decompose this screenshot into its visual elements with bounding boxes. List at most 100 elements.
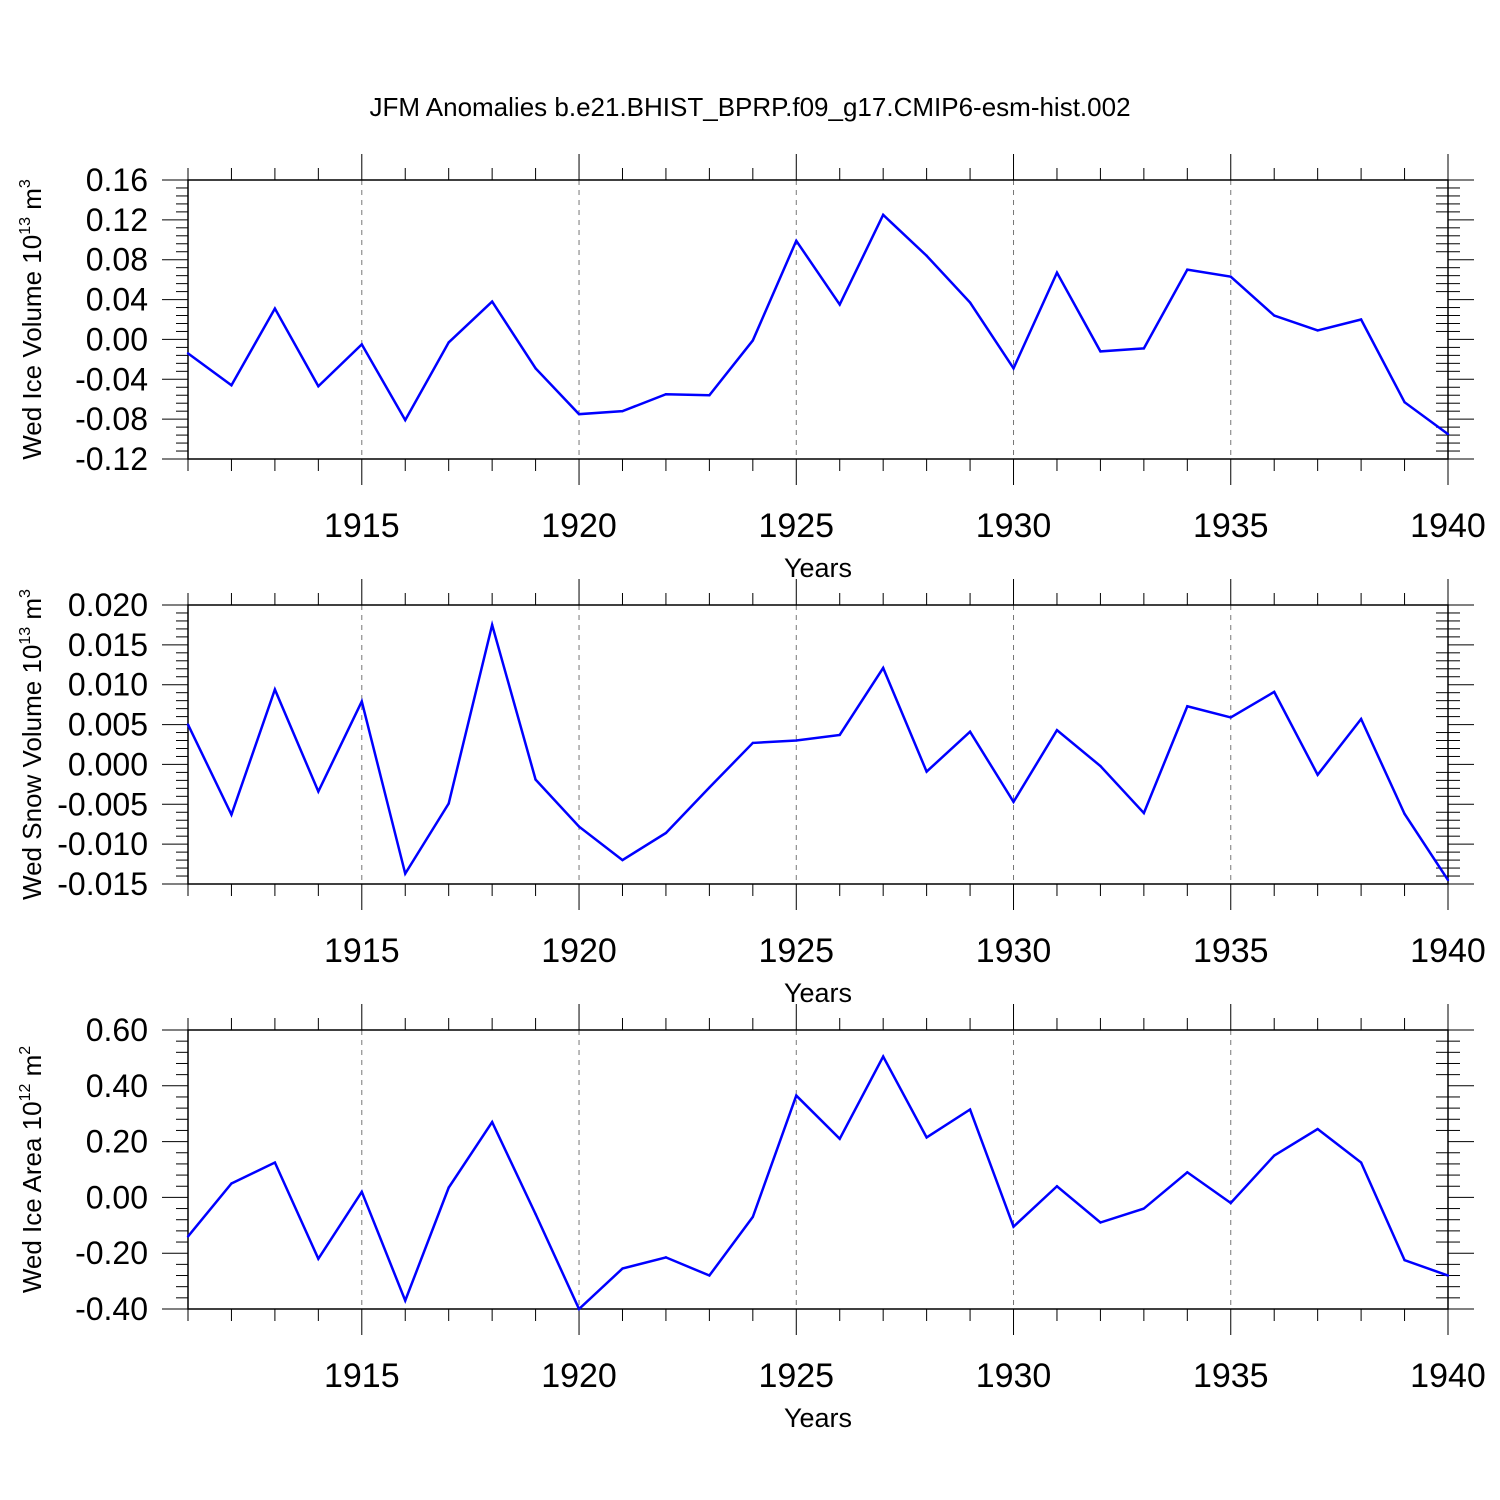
data-point bbox=[273, 1161, 277, 1164]
data-point bbox=[968, 1108, 972, 1111]
data-point bbox=[795, 739, 798, 742]
data-point bbox=[838, 303, 841, 306]
data-point bbox=[404, 872, 407, 875]
data-point bbox=[1142, 1207, 1146, 1210]
data-point bbox=[1403, 1258, 1406, 1262]
chart-panel-3: -0.40 -0.20 0.00 0.20 0.40 0.60 1915 1920 1925 19… bbox=[17, 1004, 1486, 1433]
data-point bbox=[1186, 1171, 1189, 1174]
data-point bbox=[534, 367, 537, 370]
data-point bbox=[1316, 329, 1319, 332]
data-point bbox=[186, 723, 190, 726]
x-tick-label: 1915 bbox=[324, 507, 400, 545]
data-point bbox=[1142, 811, 1146, 815]
data-point bbox=[881, 666, 885, 670]
data-point bbox=[621, 1267, 624, 1270]
data-point bbox=[404, 1299, 407, 1302]
data-point bbox=[1099, 764, 1102, 768]
chart-panel-1: -0.12 -0.08 -0.04 0.000.04 0.08 0.12 0.16 1915 1… bbox=[17, 154, 1486, 583]
series-line bbox=[186, 619, 1450, 881]
y-tick-label: 0.00 bbox=[86, 321, 148, 357]
data-point bbox=[360, 1190, 363, 1194]
data-point bbox=[1359, 717, 1363, 721]
data-point bbox=[1403, 401, 1406, 404]
y-tick-label: 0.00 bbox=[86, 1179, 148, 1215]
data-point bbox=[447, 802, 450, 805]
data-point bbox=[1446, 1274, 1450, 1277]
data-point bbox=[664, 1256, 668, 1259]
y-tick-label: 0.010 bbox=[68, 667, 148, 703]
x-tick-label: 1925 bbox=[758, 1357, 834, 1395]
data-point bbox=[621, 858, 624, 862]
x-tick-label: 1920 bbox=[541, 507, 617, 545]
data-point bbox=[1316, 773, 1319, 776]
data-point bbox=[1229, 716, 1232, 719]
data-point bbox=[577, 1307, 581, 1311]
y-tick-label: -0.20 bbox=[75, 1235, 148, 1271]
x-axis-label: Years bbox=[784, 978, 852, 1008]
y-tick-label: -0.015 bbox=[57, 866, 148, 902]
data-point bbox=[968, 301, 972, 304]
data-point bbox=[1316, 1127, 1319, 1131]
data-point bbox=[490, 300, 494, 303]
data-point bbox=[360, 343, 363, 346]
data-point bbox=[273, 688, 277, 691]
data-point bbox=[1403, 812, 1406, 816]
data-point bbox=[838, 1137, 841, 1141]
data-point bbox=[186, 352, 190, 355]
x-tick-label: 1920 bbox=[541, 1357, 617, 1395]
y-tick-label: 0.000 bbox=[68, 746, 148, 782]
data-point bbox=[751, 741, 755, 745]
y-tick-label: 0.020 bbox=[68, 587, 148, 623]
data-point bbox=[1229, 275, 1232, 278]
y-tick-label: 0.005 bbox=[68, 707, 148, 743]
data-point bbox=[1012, 1225, 1015, 1228]
y-tick-label: -0.010 bbox=[57, 826, 148, 862]
data-point bbox=[881, 213, 885, 217]
data-point bbox=[708, 1274, 711, 1277]
data-point bbox=[577, 412, 581, 416]
data-point bbox=[968, 730, 972, 733]
y-tick-label: 0.16 bbox=[86, 162, 148, 198]
x-tick-label: 1930 bbox=[976, 932, 1052, 970]
data-point bbox=[1055, 728, 1059, 732]
data-point bbox=[1186, 268, 1189, 271]
data-point bbox=[490, 623, 494, 627]
data-point bbox=[838, 733, 841, 737]
x-tick-label: 1915 bbox=[324, 1357, 400, 1395]
data-point bbox=[447, 341, 450, 344]
y-tick-label: -0.12 bbox=[75, 441, 148, 477]
data-point bbox=[795, 239, 798, 242]
y-tick-label: 0.20 bbox=[86, 1124, 148, 1160]
x-tick-label: 1940 bbox=[1410, 932, 1486, 970]
x-tick-label: 1935 bbox=[1193, 507, 1269, 545]
data-point bbox=[534, 1212, 537, 1216]
x-tick-label: 1940 bbox=[1410, 1357, 1486, 1395]
y-tick-label: 0.015 bbox=[68, 627, 148, 663]
x-tick-label: 1920 bbox=[541, 932, 617, 970]
x-tick-label: 1940 bbox=[1410, 507, 1486, 545]
data-point bbox=[534, 778, 537, 781]
data-point bbox=[708, 786, 711, 789]
y-axis-label: Wed Ice Volume 1013 m3 bbox=[17, 179, 47, 460]
x-tick-label: 1925 bbox=[758, 932, 834, 970]
y-tick-label: 0.08 bbox=[86, 242, 148, 278]
data-point bbox=[317, 1257, 320, 1260]
y-tick-label: 0.60 bbox=[86, 1012, 148, 1048]
data-point bbox=[1446, 878, 1450, 882]
x-tick-label: 1915 bbox=[324, 932, 400, 970]
x-tick-label: 1930 bbox=[976, 1357, 1052, 1395]
data-point bbox=[925, 254, 928, 257]
plot-frame bbox=[187, 179, 1449, 460]
data-point bbox=[1273, 1154, 1276, 1157]
data-point bbox=[751, 339, 755, 342]
data-point bbox=[230, 813, 233, 816]
data-point bbox=[1186, 705, 1189, 708]
x-tick-label: 1935 bbox=[1193, 932, 1269, 970]
data-point bbox=[230, 384, 233, 387]
data-point bbox=[404, 418, 407, 422]
y-tick-label: -0.08 bbox=[75, 401, 148, 437]
data-point bbox=[360, 700, 363, 703]
data-point bbox=[925, 770, 928, 773]
